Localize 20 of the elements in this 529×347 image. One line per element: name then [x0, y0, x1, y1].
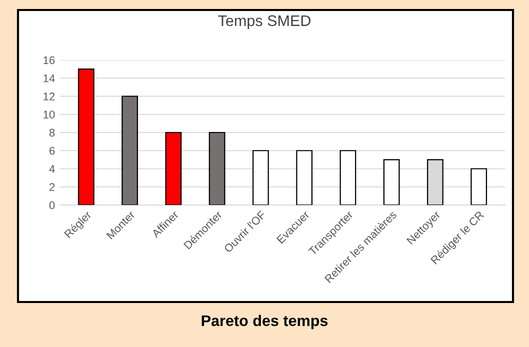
y-tick-label: 10 [44, 110, 55, 119]
bar [383, 159, 400, 205]
bar [296, 150, 313, 205]
bar [165, 132, 182, 205]
bar [122, 96, 138, 205]
bar [340, 150, 356, 205]
bar [252, 150, 269, 205]
y-tick-label: 6 [50, 146, 55, 155]
bar [78, 68, 94, 205]
y-tick-label: 8 [49, 128, 55, 137]
y-tick-label: 12 [44, 92, 55, 100]
y-tick-label: 16 [44, 56, 55, 64]
chart-title: Temps SMED [218, 15, 310, 30]
y-tick-label: 14 [44, 74, 55, 82]
bar [470, 168, 488, 205]
bar [208, 132, 226, 205]
text: Pareto des temps [202, 314, 328, 330]
y-tick-label: 2 [50, 183, 55, 191]
y-tick-label: 0 [49, 201, 55, 210]
y-tick-label: 4 [49, 165, 55, 173]
